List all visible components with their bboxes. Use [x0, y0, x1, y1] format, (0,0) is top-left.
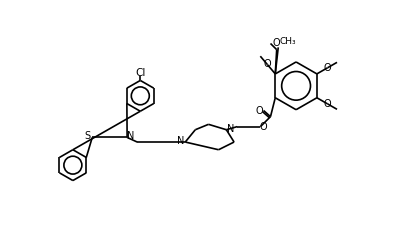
- Text: S: S: [85, 131, 91, 141]
- Text: O: O: [272, 38, 280, 48]
- Text: N: N: [227, 124, 235, 134]
- Text: O: O: [324, 63, 331, 73]
- Text: O: O: [264, 59, 271, 69]
- Text: N: N: [177, 136, 184, 146]
- Text: O: O: [260, 122, 267, 132]
- Text: N: N: [127, 131, 135, 141]
- Text: CH₃: CH₃: [279, 37, 296, 46]
- Text: Cl: Cl: [135, 68, 145, 78]
- Text: O: O: [324, 99, 331, 109]
- Text: O: O: [256, 106, 264, 116]
